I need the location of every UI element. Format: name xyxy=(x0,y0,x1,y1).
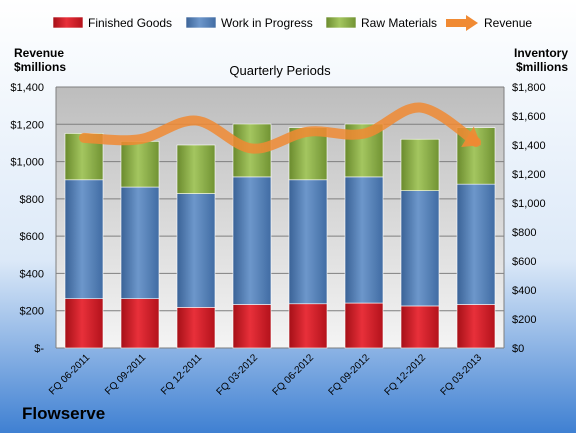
right-tick-label: $200 xyxy=(512,314,536,326)
left-tick-label: $1,400 xyxy=(10,82,44,94)
chart-subtitle: Quarterly Periods xyxy=(229,63,331,78)
right-tick-label: $600 xyxy=(512,256,536,268)
legend-swatch xyxy=(185,16,217,29)
right-tick-label: $800 xyxy=(512,227,536,239)
bar-finished-goods xyxy=(232,304,272,349)
left-axis-title-line1: Revenue xyxy=(14,46,65,60)
bar-work-in-progress xyxy=(64,179,104,300)
left-tick-label: $- xyxy=(34,343,44,355)
bar-work-in-progress xyxy=(120,186,160,300)
bar-finished-goods xyxy=(288,303,328,349)
revenue-line xyxy=(79,102,481,154)
left-tick-label: $1,000 xyxy=(10,157,44,169)
left-tick-labels: $- $200 $400 $600 $800 $1,000 $1,200 $1,400 xyxy=(10,82,44,355)
bar-finished-goods xyxy=(400,305,440,349)
left-tick-label: $800 xyxy=(20,194,44,206)
bar-work-in-progress xyxy=(176,193,216,308)
revenue-arrowhead xyxy=(461,126,482,147)
left-tick-label: $1,200 xyxy=(10,119,44,131)
legend-label: Finished Goods xyxy=(88,16,172,30)
bar-finished-goods xyxy=(120,298,160,349)
right-axis-title-line2: $millions xyxy=(516,60,569,74)
right-tick-label: $1,000 xyxy=(512,198,546,210)
right-tick-label: $1,400 xyxy=(512,140,546,152)
bar-work-in-progress xyxy=(456,183,496,305)
left-tick-label: $400 xyxy=(20,268,44,280)
right-tick-label: $400 xyxy=(512,285,536,297)
legend-swatch xyxy=(52,16,84,29)
bar-finished-goods xyxy=(176,307,216,349)
legend-label: Work in Progress xyxy=(221,16,313,30)
bar-raw-materials xyxy=(176,144,216,194)
left-axis-title: Revenue $millions xyxy=(14,46,66,74)
legend-swatch xyxy=(325,16,357,29)
bar-work-in-progress xyxy=(344,176,384,304)
legend-swatch-arrow xyxy=(466,15,478,31)
legend-label: Raw Materials xyxy=(361,16,437,30)
bar-finished-goods xyxy=(344,302,384,349)
right-axis-title-line1: Inventory xyxy=(514,46,569,60)
left-axis-title-line2: $millions xyxy=(14,60,67,74)
bar-work-in-progress xyxy=(232,176,272,305)
bar-raw-materials xyxy=(400,138,440,191)
company-name: Flowserve xyxy=(22,404,106,423)
bars xyxy=(64,123,496,349)
bar-work-in-progress xyxy=(400,190,440,307)
revenue-line-group xyxy=(79,102,482,154)
right-tick-label: $0 xyxy=(512,343,524,355)
bar-finished-goods xyxy=(456,304,496,349)
legend: Finished Goods Work in Progress Raw Materi… xyxy=(52,15,532,31)
right-tick-label: $1,600 xyxy=(512,111,546,123)
left-tick-label: $600 xyxy=(20,231,44,243)
right-tick-label: $1,800 xyxy=(512,82,546,94)
right-tick-labels: $0 $200 $400 $600 $800 $1,000 $1,200 $1,400 $1,6… xyxy=(512,82,546,355)
legend-label: Revenue xyxy=(484,16,532,30)
right-axis-title: Inventory $millions xyxy=(514,46,568,74)
bar-finished-goods xyxy=(64,298,104,349)
left-tick-label: $200 xyxy=(20,306,44,318)
right-tick-label: $1,200 xyxy=(512,169,546,181)
bar-work-in-progress xyxy=(288,179,328,305)
bar-raw-materials xyxy=(120,141,160,188)
